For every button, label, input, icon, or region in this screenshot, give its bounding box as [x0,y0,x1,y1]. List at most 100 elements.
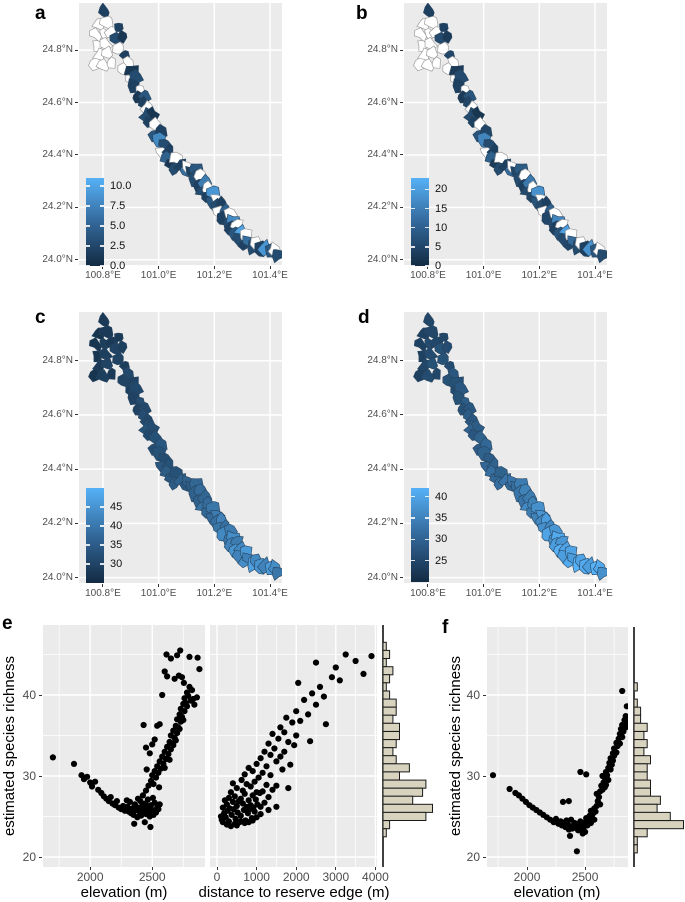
scatter-point [265,794,272,801]
scatter-point [263,763,270,770]
map-x-tick-label: 101.4°E [252,588,288,599]
legend-tick-mark [86,185,90,187]
histogram-bar [382,641,387,651]
scatter-point [283,714,290,721]
map-cell [431,56,441,69]
scatter-point [113,798,120,805]
histogram-bar [382,803,433,813]
scatter-point [177,647,184,654]
scatter-point [165,751,172,758]
scatter-point [149,741,156,748]
scatter-x-tick-mark [151,867,153,870]
scatter-point [607,766,614,773]
legend-colorbar [411,178,429,266]
y-axis-title-f: estimated species richness [447,655,464,837]
map-y-tick-label: 24.6°N [367,96,398,108]
histogram-bar [633,795,661,805]
legend-tick-label: 35 [110,539,123,551]
map-cell [431,367,441,380]
histogram-bar [382,795,413,805]
marginal-histogram-f [632,627,684,867]
map-x-tick-label: 101.0°E [465,270,502,281]
histogram-bar [382,722,400,732]
scatter-point [174,652,181,659]
map-y-tick-mark [400,522,403,524]
scatter-point [291,742,298,749]
scatter-x-tick-mark [374,867,376,870]
scatter-point [141,819,148,826]
map-x-tick-label: 101.2°E [521,588,558,599]
scatter-point [595,794,603,801]
legend-tick-label: 35 [435,511,448,524]
scatter-x-tick-label: 3000 [322,870,350,884]
map-y-tick-mark [400,49,403,51]
legend-tick-mark [425,538,429,541]
scatter-point [126,798,133,805]
scatter-point [247,783,254,790]
scatter-point [609,757,616,764]
legend-tick-mark [86,245,90,247]
map-cell [420,58,435,72]
scatter-x-tick-mark [216,867,218,870]
legend-tick-mark [86,506,90,508]
map-y-tick-mark [400,577,403,579]
scatter-point [255,774,262,781]
scatter-point [147,823,154,831]
legend-tick-mark [425,188,429,191]
histogram-bar [382,771,400,781]
scatter-point [161,668,168,675]
scatter-y-tick-label: 20 [22,850,36,864]
legend-tick-mark [411,265,415,267]
scatter-y-tick-mark [483,856,486,858]
scatter-point [261,799,268,806]
scatter-point [320,693,327,700]
scatter-point [131,820,138,827]
map-x-tick-mark [213,584,215,587]
scatter-point [605,776,612,784]
histogram-bar [382,747,393,757]
legend-tick-mark [86,525,90,527]
x-axis-title-elevation-f: elevation (m) [513,884,601,901]
scatter-point [142,787,150,794]
histogram-bar [382,820,390,830]
scatter-point [273,803,280,810]
scatter-panel-f [487,627,628,867]
histogram-bar [382,658,387,668]
scatter-y-tick-label: 30 [466,769,480,783]
scatter-x-tick-label: 4000 [362,870,389,884]
scatter-point [231,820,238,827]
panel-letter-d: d [358,307,370,328]
legend-tick-mark [100,506,104,508]
scatter-point [297,717,304,724]
scatter-point [176,725,183,733]
histogram-bar [382,787,423,797]
legend-tick-label: 10.0 [110,180,132,192]
legend-tick-label: 0.0 [110,260,126,272]
map-x-tick-mark [483,584,485,587]
scatter-point [183,703,191,710]
scatter-x-tick-label: 2000 [282,870,310,884]
scatter-y-tick-mark [483,775,486,777]
scatter-point [257,803,264,810]
legend-tick-label: 5.0 [110,220,126,232]
scatter-y-tick-mark [39,694,42,696]
scatter-point [368,653,375,660]
scatter-point [186,653,193,660]
map-cell [439,22,449,32]
histogram-bar [382,666,393,676]
map-panel-b [404,3,607,265]
scatter-point [227,789,234,796]
histogram-bar [633,828,648,838]
scatter-point [84,773,91,780]
map-x-tick-mark [158,266,160,269]
scatter-point [623,719,628,726]
scatter-point [285,738,292,746]
map-cell [101,45,114,59]
map-y-tick-mark [75,206,78,208]
legend-tick-mark [100,525,104,527]
legend-tick-mark [100,544,104,546]
scatter-point [137,798,144,805]
scatter-point [171,675,178,682]
legend-colorbar [86,178,104,266]
scatter-point [285,785,292,792]
